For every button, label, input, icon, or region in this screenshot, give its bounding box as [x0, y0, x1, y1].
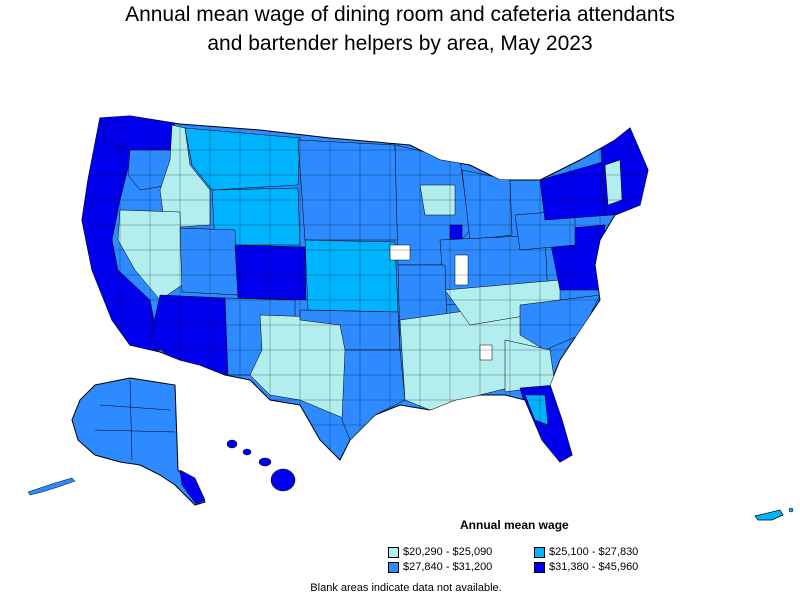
footnote: Blank areas indicate data not available. — [310, 582, 502, 594]
legend-title: Annual mean wage — [460, 518, 569, 532]
puerto-rico-islet — [788, 507, 794, 513]
region-no-data-3 — [479, 344, 493, 361]
alaska-borough-lines — [94, 379, 176, 461]
legend-label-3: $27,840 - $31,200 — [403, 561, 493, 573]
alaska-shape — [71, 377, 206, 506]
legend-label-1: $20,290 - $25,090 — [403, 546, 493, 558]
region-east-texas — [341, 349, 406, 441]
contiguous-us-region — [81, 115, 649, 463]
puerto-rico-region — [754, 507, 794, 521]
area-boundaries — [90, 116, 648, 462]
region-utah — [179, 227, 239, 296]
region-no-data-2 — [454, 254, 469, 286]
region-carolinas — [519, 294, 601, 351]
legend-swatch-2 — [534, 546, 545, 558]
hawaii-island-big — [270, 468, 296, 492]
region-colorado — [234, 244, 307, 301]
hawaii-island-maui — [258, 457, 272, 467]
map-title-line-1: Annual mean wage of dining room and cafe… — [125, 3, 675, 26]
legend-item-3: $27,840 - $31,200 — [388, 561, 492, 573]
hawaii-island-oahu — [242, 448, 252, 456]
puerto-rico-shape — [754, 509, 784, 521]
aleutian-islands — [27, 477, 76, 496]
map-title-line-2: and bartender helpers by area, May 2023 — [207, 32, 593, 55]
region-arizona — [149, 294, 229, 376]
alaska-region — [27, 377, 206, 506]
alaska-southeast — [179, 469, 206, 505]
legend-item-4: $31,380 - $45,960 — [534, 561, 638, 573]
region-michigan — [461, 169, 513, 241]
legend-item-2: $25,100 - $27,830 — [534, 546, 638, 558]
region-montana — [184, 127, 301, 191]
hawaii-island-kauai — [226, 439, 238, 449]
hawaii-region — [226, 439, 296, 492]
region-nebraska-kansas — [304, 239, 399, 313]
region-no-data-1 — [389, 244, 411, 261]
region-northern-new-england — [604, 159, 623, 206]
region-florida-interior — [524, 394, 549, 426]
map-title: Annual mean wage of dining room and cafe… — [0, 0, 800, 58]
legend-swatch-3 — [388, 561, 399, 573]
legend-swatch-4 — [534, 561, 545, 573]
legend-swatch-1 — [388, 546, 399, 558]
legend-item-1: $20,290 - $25,090 — [388, 546, 492, 558]
legend-label-2: $25,100 - $27,830 — [549, 546, 639, 558]
legend-label-4: $31,380 - $45,960 — [549, 561, 639, 573]
